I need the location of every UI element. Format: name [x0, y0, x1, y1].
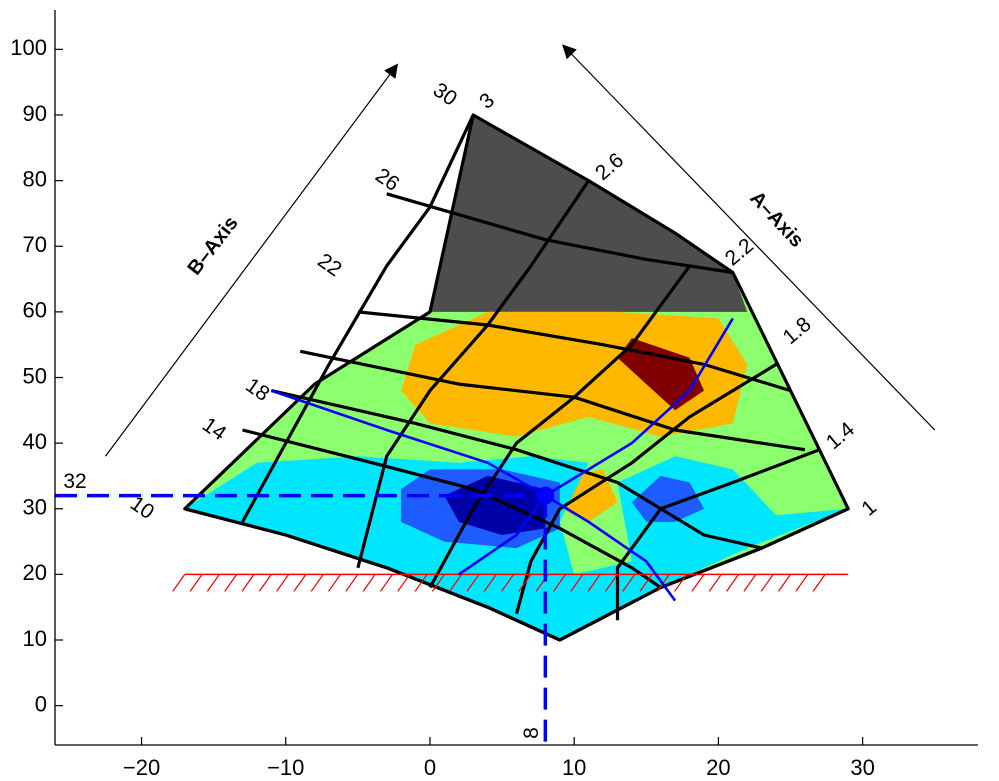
floor-hatch — [258, 574, 272, 592]
y-tick-label: 70 — [23, 232, 47, 257]
floor-hatch — [379, 574, 393, 592]
floor-hatch — [397, 574, 411, 592]
x-tick-label: 0 — [424, 755, 436, 780]
y-tick-label: 60 — [23, 298, 47, 323]
floor-hatch — [622, 574, 636, 592]
b-axis-title: B–Axis — [184, 212, 243, 279]
contour-darkred-region — [617, 338, 704, 411]
ref-x-label: 8 — [520, 727, 543, 739]
b-axis-arrow — [104, 63, 399, 457]
floor-hatch — [362, 574, 376, 592]
floor-hatch — [812, 574, 826, 592]
a-axis-tick-label: 1.8 — [779, 313, 816, 349]
x-tick-label: −20 — [123, 755, 160, 780]
floor-hatch — [708, 574, 722, 592]
floor-hatch — [691, 574, 705, 592]
floor-hatch — [293, 574, 307, 592]
coordinate-grid-layer — [183, 113, 850, 642]
b-grid-line — [357, 310, 791, 393]
contour-navy-region — [444, 475, 546, 535]
floor-boundary — [172, 573, 849, 592]
y-tick-label: 50 — [23, 363, 47, 388]
floor-hatch — [743, 574, 757, 592]
blue-guide-layer — [55, 317, 734, 745]
contour-orange-region — [401, 311, 748, 437]
contour-gray-region — [357, 115, 748, 312]
b-axis-tick-label: 30 — [429, 78, 461, 110]
x-tick-label: 30 — [850, 755, 874, 780]
floor-hatch — [483, 574, 497, 592]
a-grid-line — [356, 179, 590, 569]
floor-hatch — [224, 574, 238, 592]
y-tick-label: 10 — [23, 626, 47, 651]
floor-hatch — [604, 574, 618, 592]
y-tick-label: 30 — [23, 495, 47, 520]
floor-hatch — [206, 574, 220, 592]
a-grid-line — [241, 114, 475, 523]
y-tick-label: 0 — [35, 691, 47, 716]
floor-hatch — [328, 574, 342, 592]
floor-hatch — [466, 574, 480, 592]
b-axis-tick-label: 22 — [313, 249, 345, 281]
floor-hatch — [726, 574, 740, 592]
domain-outline — [183, 113, 850, 642]
floor-hatch — [778, 574, 792, 592]
a-axis-title: A–Axis — [745, 187, 807, 252]
x-tick-label: −10 — [267, 755, 304, 780]
a-axis-tick-label: 3 — [475, 89, 499, 114]
floor-hatch — [501, 574, 515, 592]
floor-hatch — [795, 574, 809, 592]
y-tick-label: 40 — [23, 429, 47, 454]
floor-hatch — [587, 574, 601, 592]
floor-hatch — [449, 574, 463, 592]
floor-hatch — [241, 574, 255, 592]
y-tick-label: 80 — [23, 166, 47, 191]
b-axis-tick-label: 18 — [241, 374, 273, 406]
floor-hatch — [189, 574, 203, 592]
a-grid-line — [514, 363, 777, 615]
x-tick-label: 10 — [562, 755, 586, 780]
floor-hatch — [345, 574, 359, 592]
floor-hatch — [570, 574, 584, 592]
floor-hatch — [553, 574, 567, 592]
contour-fill-layer — [184, 115, 849, 640]
a-grid-line — [428, 264, 691, 589]
axis-arrows — [104, 44, 936, 457]
y-tick-label: 90 — [23, 101, 47, 126]
a-axis-tick-label: 2.6 — [591, 149, 628, 185]
b-axis-tick-label: 26 — [371, 164, 403, 196]
ref-point-marker — [536, 486, 555, 505]
y-tick-label: 100 — [10, 35, 47, 60]
a-axis-tick-label: 2.2 — [721, 234, 758, 270]
floor-hatch — [310, 574, 324, 592]
b-axis-tick-label: 14 — [198, 413, 231, 445]
b-grid-line — [242, 428, 662, 589]
a-axis-tick-label: 1.4 — [822, 417, 859, 454]
blue-a-curve — [458, 317, 734, 576]
y-tick-label: 20 — [23, 560, 47, 585]
floor-hatch — [172, 574, 186, 592]
floor-hatch — [760, 574, 774, 592]
b-grid-line — [270, 389, 763, 550]
floor-hatch — [674, 574, 688, 592]
ref-y-label: 32 — [63, 470, 86, 493]
floor-hatch — [518, 574, 532, 592]
a-axis-tick-label: 1 — [857, 495, 881, 520]
floor-hatch — [414, 574, 428, 592]
a-axis-arrow — [562, 44, 936, 431]
floor-hatch — [276, 574, 290, 592]
contour-blue-small-region — [631, 475, 704, 522]
floor-hatch — [639, 574, 653, 592]
a-grid-line — [615, 448, 820, 621]
x-tick-label: 20 — [706, 755, 730, 780]
plot-axes — [54, 10, 978, 746]
floor-hatch — [431, 574, 445, 592]
